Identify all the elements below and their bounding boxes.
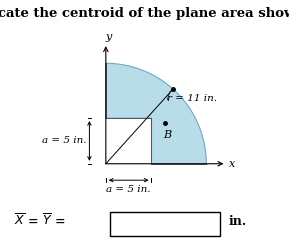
Polygon shape xyxy=(106,63,206,164)
Text: in.: in. xyxy=(228,215,247,228)
Text: B: B xyxy=(163,130,171,140)
Text: a = 5 in.: a = 5 in. xyxy=(42,136,87,145)
Text: r = 11 in.: r = 11 in. xyxy=(167,94,217,103)
Text: a = 5 in.: a = 5 in. xyxy=(106,185,151,194)
FancyBboxPatch shape xyxy=(110,212,220,236)
Text: y: y xyxy=(105,32,112,42)
Text: $\overline{X}$ = $\overline{Y}$ =: $\overline{X}$ = $\overline{Y}$ = xyxy=(14,213,66,229)
Text: x: x xyxy=(229,159,235,169)
Text: Locate the centroid of the plane area shown.: Locate the centroid of the plane area sh… xyxy=(0,7,289,20)
